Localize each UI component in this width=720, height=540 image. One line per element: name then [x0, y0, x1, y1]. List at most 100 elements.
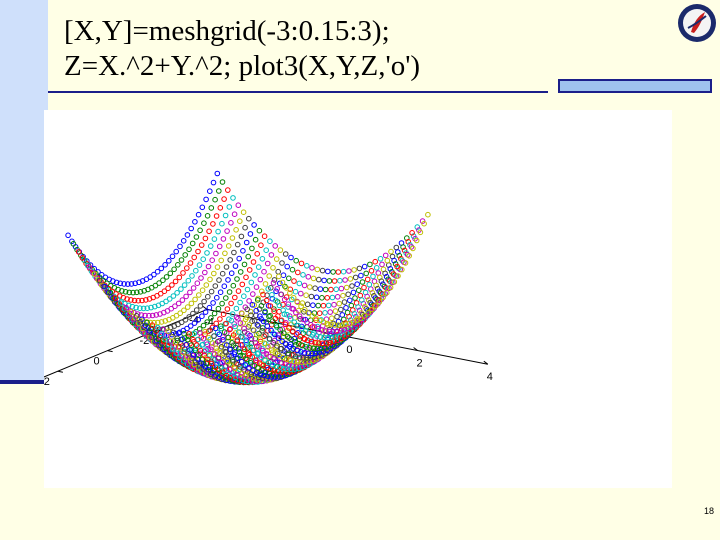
data-point	[220, 337, 226, 343]
data-point	[224, 306, 231, 312]
data-point	[372, 258, 379, 265]
data-point	[387, 284, 394, 291]
data-point	[162, 262, 168, 268]
data-point	[254, 351, 261, 357]
data-point	[366, 281, 373, 288]
data-point	[220, 354, 227, 361]
data-point	[287, 290, 293, 296]
data-point	[263, 332, 269, 338]
data-point	[189, 273, 195, 279]
data-point	[394, 263, 400, 270]
data-point	[140, 305, 147, 312]
x-tick-label: 4	[487, 371, 493, 383]
data-point	[239, 370, 246, 377]
data-point	[216, 243, 223, 250]
data-point	[148, 325, 154, 332]
data-point	[284, 263, 290, 270]
data-point	[261, 340, 268, 346]
data-point	[304, 301, 311, 308]
data-point	[84, 262, 91, 269]
data-point	[162, 318, 169, 324]
data-point	[373, 265, 380, 271]
sidebar-decoration	[0, 0, 48, 384]
data-point	[248, 335, 255, 342]
data-point	[295, 359, 301, 365]
data-point	[334, 328, 340, 335]
data-point	[190, 285, 197, 291]
data-point	[277, 280, 283, 287]
data-point	[286, 313, 293, 319]
data-point	[175, 300, 182, 307]
x-tick	[202, 305, 208, 310]
data-point	[199, 342, 205, 348]
data-point	[309, 313, 316, 319]
data-point	[300, 272, 306, 278]
data-point	[177, 243, 183, 250]
data-point	[171, 266, 177, 273]
data-point	[320, 302, 327, 309]
data-point	[158, 265, 165, 272]
data-point	[122, 289, 129, 295]
data-point	[349, 283, 355, 289]
data-point	[206, 228, 212, 235]
data-point	[184, 304, 191, 310]
data-point	[198, 360, 204, 366]
data-point	[342, 277, 348, 283]
data-point	[204, 341, 210, 347]
data-point	[266, 336, 273, 342]
data-point	[269, 292, 275, 298]
data-point	[289, 305, 295, 312]
data-point	[160, 339, 167, 345]
data-point	[256, 344, 262, 350]
data-point	[211, 270, 217, 277]
data-point	[241, 261, 248, 268]
data-point	[262, 281, 269, 287]
data-point	[224, 358, 231, 365]
data-point	[246, 322, 253, 328]
data-point	[184, 336, 191, 343]
data-point	[234, 371, 240, 378]
data-point	[153, 312, 160, 318]
x-tick-label: 0	[346, 344, 352, 356]
data-point	[232, 365, 238, 372]
data-point	[314, 345, 321, 352]
data-point	[226, 353, 232, 359]
data-point	[241, 346, 248, 353]
data-point	[165, 285, 171, 292]
data-point	[219, 220, 225, 227]
data-point	[231, 211, 238, 217]
data-point	[209, 340, 216, 346]
data-point	[221, 367, 228, 373]
data-point	[317, 286, 324, 292]
data-point	[246, 267, 253, 273]
data-point	[249, 354, 255, 360]
data-point	[215, 355, 222, 362]
data-point	[331, 322, 338, 328]
data-point	[298, 323, 305, 330]
data-point	[102, 283, 108, 290]
data-point	[254, 332, 260, 338]
data-point	[307, 345, 313, 351]
data-point	[213, 250, 219, 257]
data-point	[146, 312, 152, 319]
data-point	[290, 295, 297, 301]
data-point	[268, 252, 275, 258]
data-point	[270, 265, 276, 271]
data-point	[280, 307, 286, 314]
data-point	[178, 341, 184, 347]
data-point	[244, 286, 251, 293]
data-point	[293, 331, 300, 337]
data-point	[400, 244, 406, 250]
data-point	[200, 335, 207, 342]
data-point	[139, 325, 146, 332]
data-point	[128, 297, 134, 303]
data-point	[226, 204, 233, 210]
data-point	[273, 256, 280, 262]
data-point	[259, 347, 266, 354]
data-point	[282, 283, 288, 290]
data-point	[188, 225, 194, 232]
data-point	[341, 299, 348, 305]
data-point	[193, 366, 200, 372]
data-point	[152, 303, 158, 310]
data-point	[230, 282, 237, 289]
